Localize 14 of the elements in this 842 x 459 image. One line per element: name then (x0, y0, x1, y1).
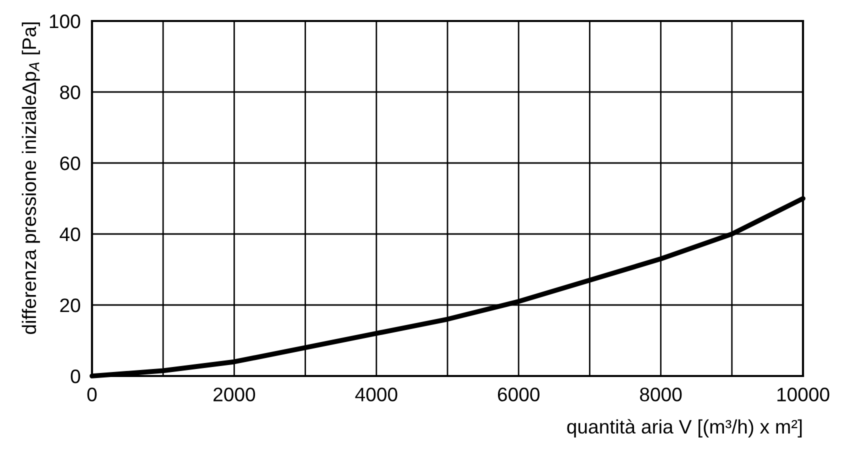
y-tick-label: 60 (60, 156, 80, 170)
y-tick-label: 80 (60, 85, 80, 100)
x-tick-label: 2000 (214, 388, 256, 402)
x-tick-label: 10000 (777, 388, 830, 402)
y-tick-label: 0 (70, 369, 80, 384)
x-axis-title: quantità aria V [(m³/h) x m²] (567, 419, 802, 438)
x-tick-label: 8000 (640, 388, 682, 402)
y-tick-label: 20 (60, 298, 80, 312)
y-tick-label: 100 (50, 14, 80, 28)
x-tick-label: 0 (87, 388, 97, 402)
y-axis-title: differenza pressione inizialeΔp$_{A}$ [Pa] (22, 22, 40, 334)
x-tick-label: 6000 (498, 388, 540, 402)
x-tick-label: 4000 (355, 388, 398, 402)
y-tick-label: 40 (60, 227, 80, 242)
